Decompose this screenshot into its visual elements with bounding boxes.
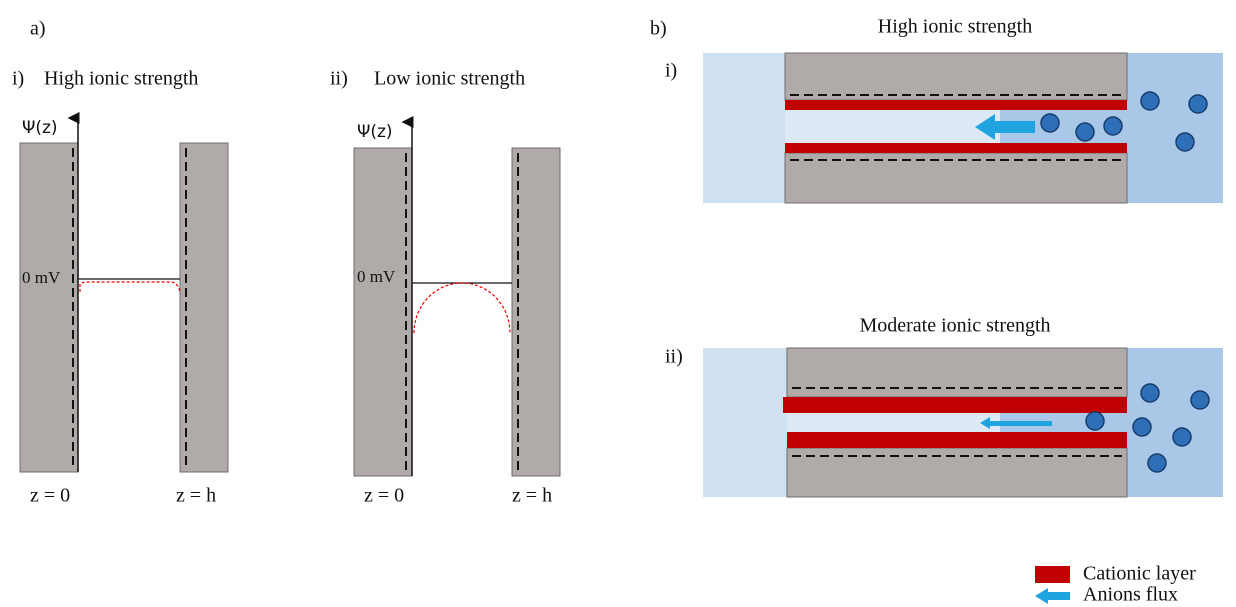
- panel-label: a): [30, 18, 46, 40]
- position-label: z = 0: [30, 485, 70, 507]
- legend-swatch: [1035, 566, 1070, 583]
- subpanel-label: ii): [665, 346, 683, 368]
- anion: [1076, 123, 1094, 141]
- channel: [787, 413, 1000, 432]
- position-label: z = h: [176, 485, 216, 507]
- legend-swatch: [1035, 588, 1070, 604]
- subpanel-label: i): [665, 60, 677, 82]
- anion: [1141, 92, 1159, 110]
- cationic-layer: [785, 100, 1127, 110]
- channel-b-i: [703, 53, 1223, 203]
- reservoir: [703, 348, 787, 497]
- legend: Cationic layer Anions flux: [1035, 563, 1196, 606]
- anion: [1133, 418, 1151, 436]
- anion: [1141, 384, 1159, 402]
- anion: [1176, 133, 1194, 151]
- reservoir: [703, 53, 785, 203]
- zero-label: 0 mV: [357, 267, 396, 286]
- anion: [1086, 412, 1104, 430]
- anion: [1104, 117, 1122, 135]
- cationic-layer: [785, 143, 1127, 153]
- channel-b-ii: [703, 348, 1223, 497]
- zero-label: 0 mV: [22, 268, 61, 287]
- anion: [1189, 95, 1207, 113]
- axis-label: Ψ(z): [22, 118, 58, 138]
- wall: [20, 143, 78, 472]
- anion: [1173, 428, 1191, 446]
- anion: [1191, 391, 1209, 409]
- cationic-layer: [787, 432, 1127, 448]
- position-label: z = 0: [364, 485, 404, 507]
- potential-curve: [80, 282, 180, 292]
- subpanel-label: ii): [330, 68, 348, 90]
- wall: [180, 143, 228, 472]
- channel-a-ii: Ψ(z) 0 mV z = 0 z = h: [354, 122, 560, 507]
- anion: [1041, 114, 1059, 132]
- legend-label: Anions flux: [1083, 584, 1178, 606]
- wall: [785, 53, 1127, 100]
- subpanel-label: i): [12, 68, 24, 90]
- wall: [354, 148, 412, 476]
- wall: [787, 348, 1127, 397]
- axis-label: Ψ(z): [357, 122, 393, 142]
- potential-curve: [414, 283, 510, 333]
- cationic-layer: [783, 397, 1127, 413]
- wall: [512, 148, 560, 476]
- reservoir: [1127, 53, 1223, 203]
- channel-a-i: Ψ(z) 0 mV z = 0 z = h: [20, 118, 228, 507]
- legend-label: Cationic layer: [1083, 563, 1196, 585]
- subpanel-title: High ionic strength: [44, 68, 198, 90]
- subpanel-title: Moderate ionic strength: [859, 315, 1050, 337]
- subpanel-title: High ionic strength: [878, 16, 1032, 38]
- figure: a) i) High ionic strength ii) Low ionic …: [0, 0, 1236, 607]
- subpanel-title: Low ionic strength: [374, 68, 525, 90]
- anion: [1148, 454, 1166, 472]
- position-label: z = h: [512, 485, 552, 507]
- channel: [785, 110, 1000, 143]
- panel-label: b): [650, 18, 667, 40]
